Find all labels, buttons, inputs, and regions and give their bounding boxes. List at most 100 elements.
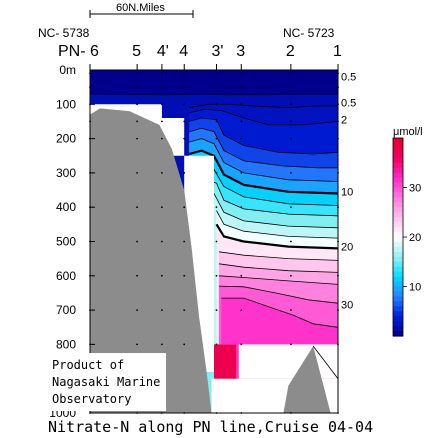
contour-24 [218, 263, 338, 273]
depth-tick-label: 200 [56, 132, 76, 146]
sample-point [136, 206, 139, 209]
depth-tick-label: 700 [56, 303, 76, 317]
colorbar-swatch [393, 276, 403, 283]
colorbar-swatch [393, 251, 403, 258]
colorbar-swatch [393, 261, 403, 268]
contour-18 [216, 210, 338, 239]
contour-label: 20 [341, 241, 353, 253]
shelf-slope [90, 108, 212, 413]
sample-point [183, 86, 186, 89]
sample-point [183, 172, 186, 174]
sample-point [161, 309, 163, 311]
blank-deep-b [238, 344, 338, 379]
sample-point [240, 120, 243, 123]
sample-point [161, 120, 163, 123]
sample-point [183, 137, 186, 140]
contour-16 [213, 193, 338, 229]
colorbar-swatch [393, 182, 403, 189]
sample-point [183, 309, 186, 311]
colorbar-swatch [393, 266, 403, 273]
colorbar-tick-label: 10 [409, 282, 421, 294]
contour-28 [218, 285, 338, 304]
sample-point [240, 343, 243, 346]
depth-tick-label: 800 [56, 337, 76, 351]
seafloor-topography [90, 108, 338, 413]
sample-point [215, 103, 218, 106]
right-endpoint-label: NC- 5723 [283, 26, 335, 40]
colorbar-swatch [393, 296, 403, 302]
seamount-edge [312, 345, 338, 379]
colorbar-swatch [393, 331, 403, 337]
colorbar-swatch [393, 172, 403, 179]
colorbar-swatch [393, 311, 403, 317]
colorbar-tick-label: 20 [409, 232, 421, 244]
contour-label-bg [339, 185, 357, 198]
left-endpoint-label: NC- 5738 [38, 26, 90, 40]
sample-point [215, 86, 218, 89]
colorbar: 10 20 30 [392, 137, 421, 337]
colorbar-swatch [393, 241, 403, 248]
colorbar-swatch [393, 192, 403, 198]
sample-point [240, 137, 243, 140]
colorbar-swatch [393, 227, 403, 233]
station-label: 1 [333, 43, 342, 60]
sample-point [161, 172, 163, 174]
sample-point [183, 206, 186, 209]
colorbar-swatch [393, 246, 403, 253]
depth-tick-label: 100 [56, 97, 76, 111]
sample-point [161, 86, 163, 89]
sample-point [240, 172, 243, 174]
sample-point [240, 206, 243, 209]
sample-point [161, 343, 163, 346]
colorbar-swatch [393, 321, 403, 327]
sample-point [136, 343, 139, 346]
sample-point [161, 206, 163, 209]
colorbar-swatch [393, 281, 403, 288]
sample-point [136, 172, 139, 174]
colorbar-swatch [393, 232, 403, 238]
colorbar-units: μmol/l [393, 126, 423, 138]
sample-point [215, 72, 218, 75]
sample-point [136, 309, 139, 311]
colorbar-swatch [393, 167, 403, 174]
sample-point [136, 86, 139, 89]
contour-30 [221, 297, 338, 328]
station-label: 5 [132, 43, 141, 60]
colorbar-swatch [393, 237, 403, 243]
chart-title: Nitrate-N along PN line,Cruise 04-04 [48, 418, 373, 436]
sample-point [215, 240, 218, 243]
sample-point [290, 137, 292, 140]
colorbar-swatch [393, 286, 403, 292]
contour-20 [215, 223, 338, 250]
station-label: 4 [179, 43, 188, 60]
scale-bar-label: 60N.Miles [116, 2, 165, 14]
contour-label-bg [339, 70, 357, 83]
credit-box: Product of Nagasaki Marine Observatory [48, 353, 166, 411]
colorbar-swatch [393, 147, 403, 154]
sample-point [290, 309, 292, 311]
contour-8 [189, 138, 338, 182]
colorbar-swatch [393, 271, 403, 278]
station-label: 4' [157, 43, 169, 60]
credit-line-2: Nagasaki Marine [52, 375, 160, 389]
colorbar-swatch [393, 162, 403, 169]
station-label: PN- 6 [58, 43, 99, 60]
sample-point [290, 120, 292, 123]
sample-point [290, 172, 292, 174]
contour-6 [189, 127, 338, 169]
contour-label: 0.5 [341, 97, 356, 109]
sample-point [215, 343, 218, 346]
sample-point [215, 274, 218, 277]
colorbar-swatch [393, 306, 403, 312]
sample-point [240, 86, 243, 89]
sample-point [290, 103, 292, 106]
sample-point [161, 72, 163, 75]
contour-0.5 [90, 93, 338, 96]
sample-point [136, 274, 139, 277]
colorbar-swatch [393, 142, 403, 149]
sample-point [240, 72, 243, 75]
contour-label-bg [339, 240, 357, 253]
section-plot [90, 70, 338, 413]
contour-label: 2 [341, 114, 347, 126]
